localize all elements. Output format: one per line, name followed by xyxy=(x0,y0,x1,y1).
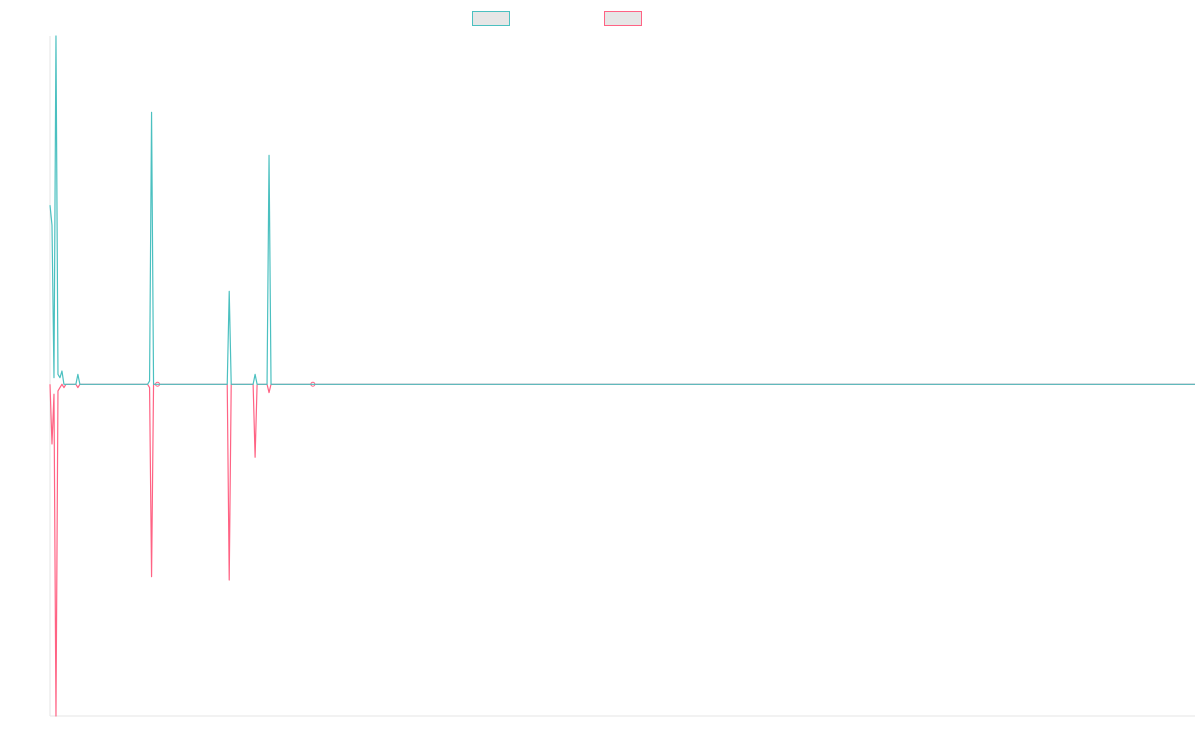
series-2-line[interactable] xyxy=(49,383,1195,717)
legend-item-series-1[interactable] xyxy=(472,9,516,27)
series-1-line[interactable] xyxy=(49,35,1195,385)
legend-item-series-2[interactable] xyxy=(604,9,648,27)
legend-swatch-series-2 xyxy=(604,10,642,26)
legend xyxy=(0,9,1200,27)
legend-swatch-series-1 xyxy=(472,10,510,26)
